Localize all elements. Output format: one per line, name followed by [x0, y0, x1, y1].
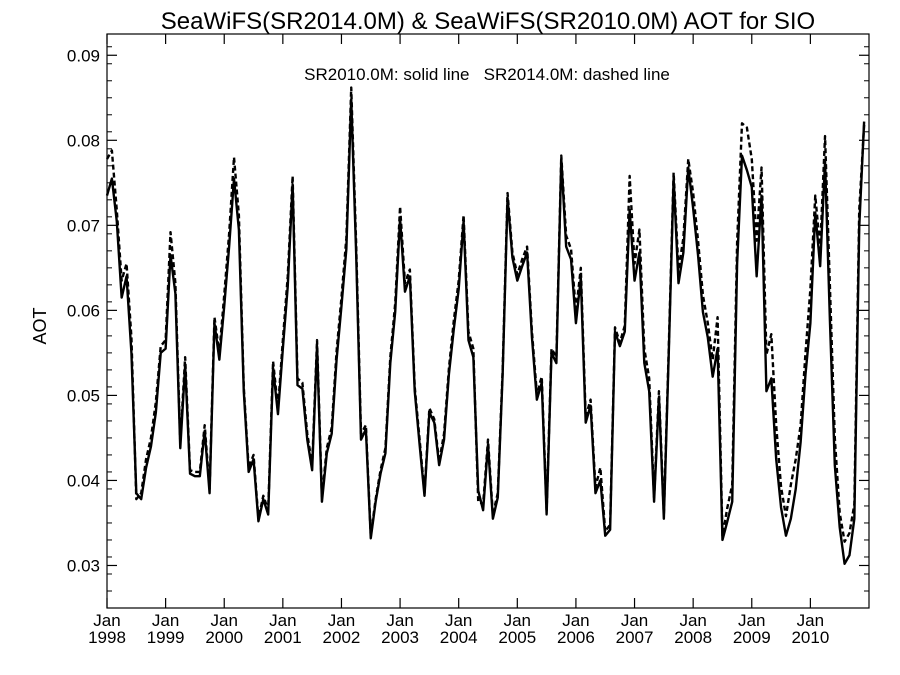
- y-axis-ticks: 0.03 0.04 0.05 0.06 0.07 0.08 0.09: [67, 46, 869, 609]
- y-axis-label: AOT: [30, 307, 50, 344]
- chart-title: SeaWiFS(SR2014.0M) & SeaWiFS(SR2010.0M) …: [161, 8, 815, 35]
- y-tick-label: 0.09: [67, 46, 100, 65]
- x-tick-month-label: Jan: [621, 611, 648, 630]
- x-tick-month-label: Jan: [386, 611, 413, 630]
- x-tick-year-label: 2009: [733, 628, 771, 647]
- x-tick-month-label: Jan: [679, 611, 706, 630]
- x-tick-month-label: Jan: [738, 611, 765, 630]
- series-layer: [105, 86, 866, 565]
- x-tick-year-label: 2008: [674, 628, 712, 647]
- series-style-annotation: SR2010.0M: solid line SR2014.0M: dashed …: [304, 65, 670, 84]
- plot-frame: [106, 33, 870, 609]
- y-tick-label: 0.03: [67, 556, 100, 575]
- x-tick-month-label: Jan: [504, 611, 531, 630]
- x-tick-year-label: 2001: [264, 628, 302, 647]
- x-tick-year-label: 2005: [498, 628, 536, 647]
- x-tick-year-label: 2002: [323, 628, 361, 647]
- x-tick-year-label: 2003: [381, 628, 419, 647]
- x-tick-year-label: 2007: [616, 628, 654, 647]
- x-tick-year-label: 2006: [557, 628, 595, 647]
- y-tick-label: 0.04: [67, 471, 100, 490]
- y-tick-label: 0.08: [67, 131, 100, 150]
- x-tick-year-label: 2004: [440, 628, 478, 647]
- x-axis-ticks: Jan1998Jan1999Jan2000Jan2001Jan2002Jan20…: [88, 34, 829, 647]
- x-tick-month-label: Jan: [445, 611, 472, 630]
- x-tick-month-label: Jan: [152, 611, 179, 630]
- x-tick-month-label: Jan: [797, 611, 824, 630]
- x-tick-month-label: Jan: [93, 611, 120, 630]
- y-tick-label: 0.07: [67, 216, 100, 235]
- series-line-sr2014-0m: [105, 86, 866, 543]
- x-tick-year-label: 1998: [88, 628, 126, 647]
- x-tick-month-label: Jan: [211, 611, 238, 630]
- x-tick-year-label: 1999: [147, 628, 185, 647]
- x-tick-year-label: 2000: [205, 628, 243, 647]
- x-tick-month-label: Jan: [328, 611, 355, 630]
- y-tick-label: 0.05: [67, 386, 100, 405]
- x-tick-year-label: 2010: [791, 628, 829, 647]
- x-tick-month-label: Jan: [269, 611, 296, 630]
- x-tick-month-label: Jan: [562, 611, 589, 630]
- y-tick-label: 0.06: [67, 301, 100, 320]
